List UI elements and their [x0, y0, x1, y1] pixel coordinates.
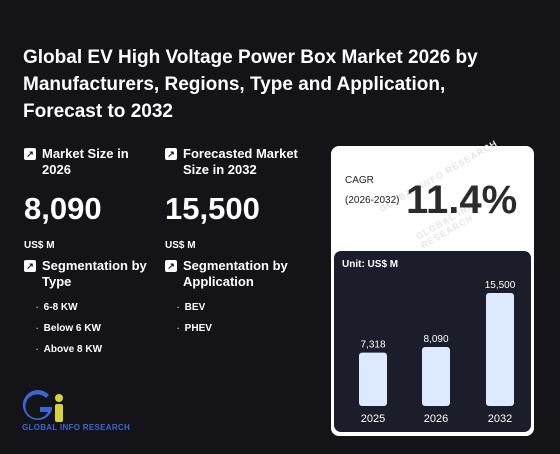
arrow-up-right-icon: ↗: [24, 260, 36, 272]
chart-svg: 7,318 2025 8,090 2026 15,500 2032: [359, 280, 516, 425]
x-tick-label: 2026: [424, 413, 448, 425]
segmentation-type-block: ↗ Segmentation by Type · 6-8 KW · Below 6 …: [24, 258, 154, 365]
chart-unit-label: Unit: US$ M: [342, 259, 399, 270]
bar-2025: [359, 352, 387, 406]
list-item: · Above 8 KW: [36, 344, 103, 355]
segmentation-application-block: ↗ Segmentation by Application · BEV · PHEV: [165, 258, 315, 344]
arrow-up-right-icon: ↗: [165, 260, 177, 272]
page-title: Global EV High Voltage Power Box Market …: [23, 47, 478, 122]
list-item: · Below 6 KW: [36, 323, 101, 334]
bar-chart: Unit: US$ M 7,318 2025 8,090 2026 15,500 2032: [334, 251, 531, 432]
x-tick-label: 2032: [488, 413, 512, 425]
forecast-size-value: 15,500: [165, 191, 260, 226]
forecast-size-unit: US$ M: [165, 240, 196, 251]
list-item: · BEV: [177, 302, 206, 313]
market-size-value: 8,090: [24, 191, 102, 226]
segmentation-type-label: Segmentation by Type: [42, 258, 147, 289]
forecast-size-block: ↗ Forecasted Market Size in 2032 15,500 …: [165, 146, 315, 251]
bar-2032: [486, 293, 514, 406]
market-size-block: ↗ Market Size in 2026 8,090 US$ M: [24, 146, 154, 251]
list-item: · PHEV: [177, 323, 212, 334]
market-size-unit: US$ M: [24, 240, 55, 251]
segmentation-type-list: · 6-8 KW · Below 6 KW · Above 8 KW: [36, 302, 154, 356]
arrow-up-right-icon: ↗: [24, 148, 36, 160]
segmentation-application-list: · BEV · PHEV: [177, 302, 315, 335]
segmentation-application-label: Segmentation by Application: [183, 258, 288, 289]
x-tick-label: 2025: [361, 413, 385, 425]
logo: GLOBAL INFO RESEARCH: [22, 390, 152, 440]
market-size-label: Market Size in 2026: [42, 146, 129, 177]
cagr-label: CAGR (2026-2032): [345, 175, 400, 206]
cagr-card: GLOBAL INFO RESEARCH GLOBAL INFO RESEARC…: [331, 138, 534, 436]
logo-gi-icon: [22, 390, 63, 422]
list-item: · 6-8 KW: [36, 302, 78, 313]
data-label: 15,500: [485, 280, 516, 291]
forecast-size-label: Forecasted Market Size in 2032: [183, 146, 298, 177]
data-label: 7,318: [360, 340, 385, 351]
logo-text: GLOBAL INFO RESEARCH: [22, 423, 131, 432]
bar-2026: [422, 347, 450, 406]
data-label: 8,090: [423, 334, 448, 345]
cagr-value: 11.4%: [406, 178, 518, 222]
arrow-up-right-icon: ↗: [165, 148, 177, 160]
